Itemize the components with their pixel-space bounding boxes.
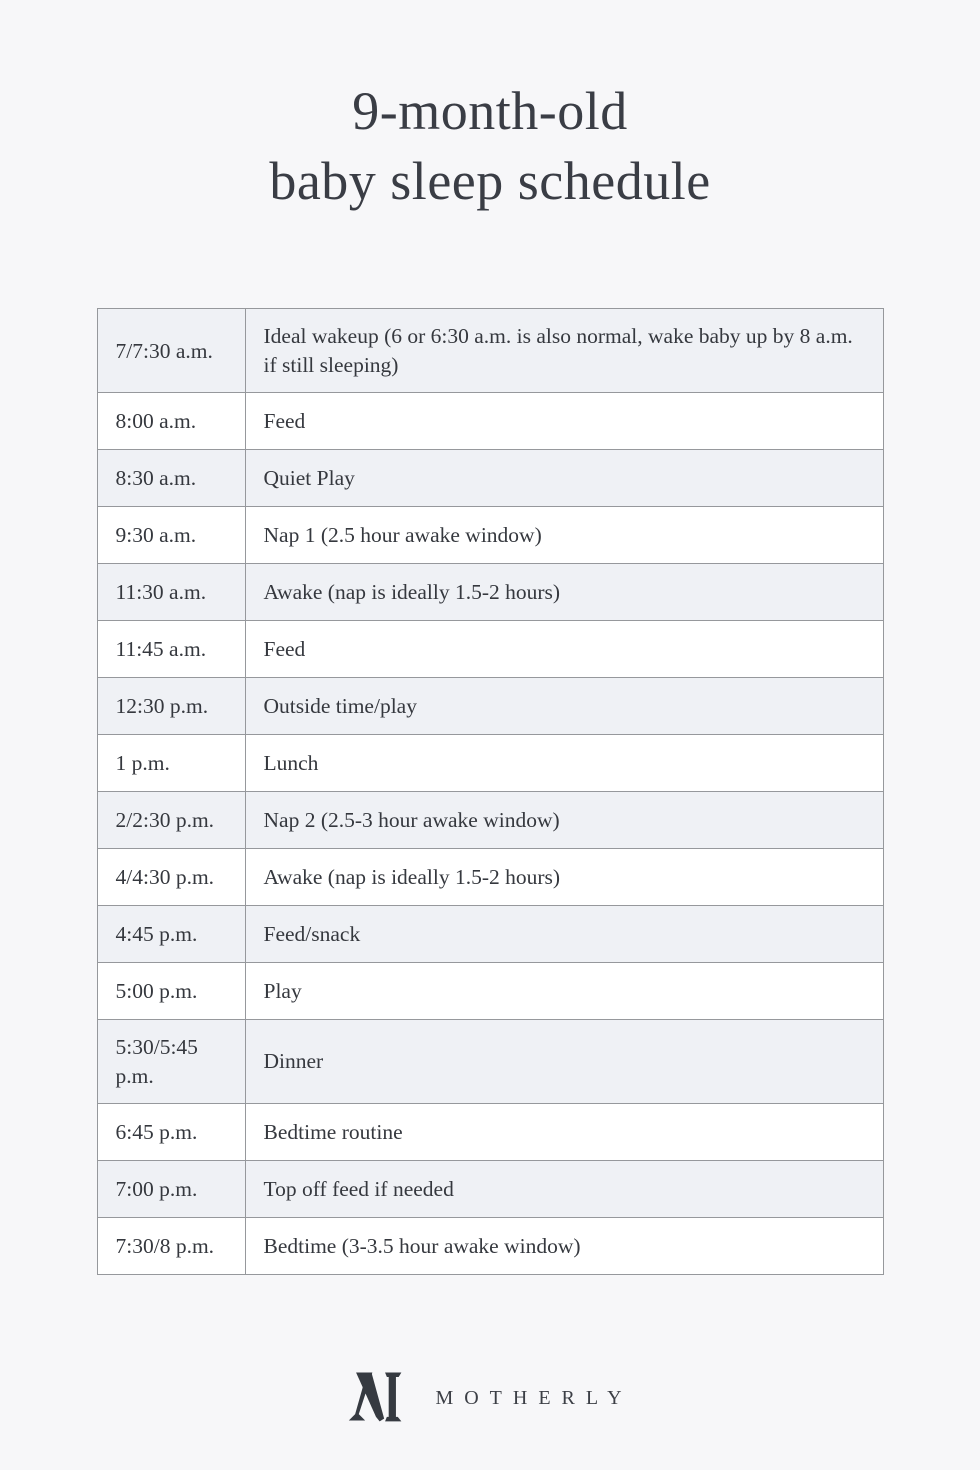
- time-cell: 8:30 a.m.: [96, 449, 246, 508]
- time-cell: 4:45 p.m.: [96, 905, 246, 964]
- time-cell: 5:00 p.m.: [96, 962, 246, 1021]
- activity-cell: Bedtime (3-3.5 hour awake window): [244, 1216, 884, 1275]
- time-cell: 9:30 a.m.: [96, 506, 246, 565]
- time-cell: 6:45 p.m.: [96, 1102, 246, 1161]
- table-row: 5:30/5:45 p.m. Dinner: [96, 1019, 884, 1104]
- time-cell: 7/7:30 a.m.: [96, 308, 246, 394]
- brand-footer: MOTHERLY: [0, 1369, 980, 1423]
- time-cell: 1 p.m.: [96, 734, 246, 793]
- activity-cell: Dinner: [244, 1019, 884, 1104]
- motherly-m-logo-icon: [349, 1372, 402, 1422]
- title-line-1: 9-month-old: [352, 81, 628, 141]
- activity-cell: Feed: [244, 392, 884, 451]
- activity-cell: Nap 2 (2.5-3 hour awake window): [244, 791, 884, 850]
- activity-cell: Feed: [244, 620, 884, 679]
- table-row: 12:30 p.m. Outside time/play: [96, 677, 884, 736]
- table-row: 9:30 a.m. Nap 1 (2.5 hour awake window): [96, 506, 884, 565]
- table-row: 1 p.m. Lunch: [96, 734, 884, 793]
- schedule-table: 7/7:30 a.m. Ideal wakeup (6 or 6:30 a.m.…: [96, 308, 884, 1275]
- time-cell: 7:30/8 p.m.: [96, 1216, 246, 1275]
- brand-wordmark: MOTHERLY: [435, 1387, 633, 1410]
- table-row: 2/2:30 p.m. Nap 2 (2.5-3 hour awake wind…: [96, 791, 884, 850]
- table-row: 4:45 p.m. Feed/snack: [96, 905, 884, 964]
- activity-cell: Top off feed if needed: [244, 1159, 884, 1218]
- activity-cell: Awake (nap is ideally 1.5-2 hours): [244, 848, 884, 907]
- table-row: 7:30/8 p.m. Bedtime (3-3.5 hour awake wi…: [96, 1216, 884, 1275]
- activity-cell: Nap 1 (2.5 hour awake window): [244, 506, 884, 565]
- time-cell: 8:00 a.m.: [96, 392, 246, 451]
- time-cell: 4/4:30 p.m.: [96, 848, 246, 907]
- time-cell: 2/2:30 p.m.: [96, 791, 246, 850]
- time-cell: 7:00 p.m.: [96, 1159, 246, 1218]
- activity-cell: Bedtime routine: [244, 1102, 884, 1161]
- table-row: 4/4:30 p.m. Awake (nap is ideally 1.5-2 …: [96, 848, 884, 907]
- page-title: 9-month-old baby sleep schedule: [0, 0, 980, 216]
- table-row: 11:30 a.m. Awake (nap is ideally 1.5-2 h…: [96, 563, 884, 622]
- table-row: 11:45 a.m. Feed: [96, 620, 884, 679]
- time-cell: 12:30 p.m.: [96, 677, 246, 736]
- table-row: 8:00 a.m. Feed: [96, 392, 884, 451]
- activity-cell: Play: [244, 962, 884, 1021]
- activity-cell: Lunch: [244, 734, 884, 793]
- time-cell: 5:30/5:45 p.m.: [96, 1019, 246, 1104]
- activity-cell: Feed/snack: [244, 905, 884, 964]
- table-row: 6:45 p.m. Bedtime routine: [96, 1102, 884, 1161]
- title-line-2: baby sleep schedule: [269, 151, 711, 212]
- table-row: 7:00 p.m. Top off feed if needed: [96, 1159, 884, 1218]
- table-row: 8:30 a.m. Quiet Play: [96, 449, 884, 508]
- activity-cell: Outside time/play: [244, 677, 884, 736]
- activity-cell: Quiet Play: [244, 449, 884, 508]
- schedule-table-body: 7/7:30 a.m. Ideal wakeup (6 or 6:30 a.m.…: [96, 308, 884, 1275]
- time-cell: 11:30 a.m.: [96, 563, 246, 622]
- activity-cell: Awake (nap is ideally 1.5-2 hours): [244, 563, 884, 622]
- time-cell: 11:45 a.m.: [96, 620, 246, 679]
- table-row: 7/7:30 a.m. Ideal wakeup (6 or 6:30 a.m.…: [96, 308, 884, 394]
- activity-cell: Ideal wakeup (6 or 6:30 a.m. is also nor…: [244, 308, 884, 394]
- table-row: 5:00 p.m. Play: [96, 962, 884, 1021]
